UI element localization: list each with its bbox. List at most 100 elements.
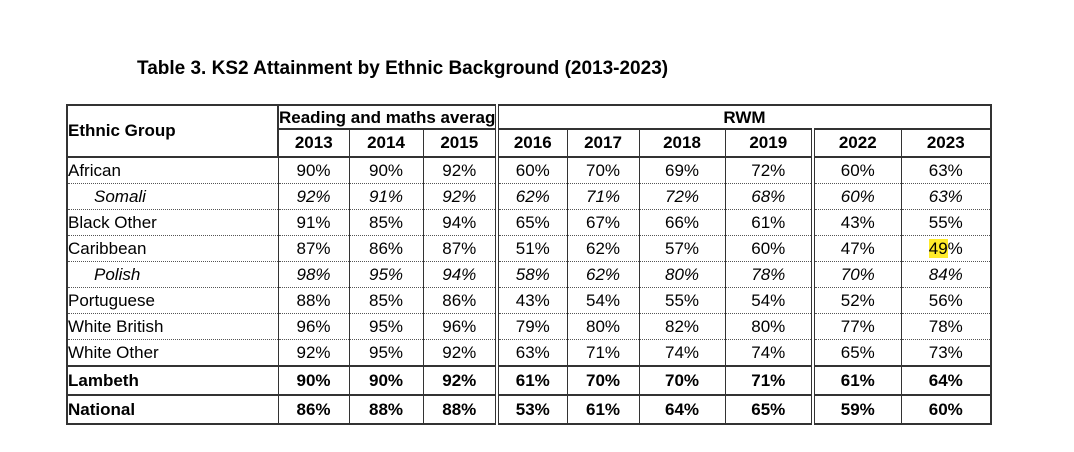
- value-cell: 64%: [638, 395, 726, 425]
- value-cell: 43%: [811, 209, 902, 236]
- ethnic-group-name: White British: [66, 313, 279, 340]
- value-cell: 67%: [566, 209, 640, 236]
- value-cell: 94%: [422, 261, 498, 288]
- value-cell: 51%: [495, 235, 568, 262]
- value-cell: 86%: [422, 287, 498, 314]
- value-cell: 55%: [900, 209, 993, 236]
- table-row: Polish 98% 95% 94% 58% 62% 80% 78% 70% 8…: [66, 261, 993, 288]
- value-cell: 88%: [348, 395, 424, 425]
- table-row: Caribbean 87% 86% 87% 51% 62% 57% 60% 47…: [66, 235, 993, 262]
- value-cell: 86%: [277, 395, 350, 425]
- reading-maths-header: Reading and maths average: [276, 104, 499, 130]
- value-cell: 66%: [638, 209, 726, 236]
- value-cell: 95%: [348, 261, 424, 288]
- value-cell: 56%: [900, 287, 993, 314]
- value-cell: 74%: [638, 339, 726, 367]
- value-cell: 65%: [495, 209, 568, 236]
- value-cell: 92%: [422, 183, 498, 210]
- ethnic-group-name: Polish: [66, 261, 279, 288]
- table-row: Somali 92% 91% 92% 62% 71% 72% 68% 60% 6…: [66, 183, 993, 210]
- value-cell: 60%: [811, 157, 902, 184]
- value-cell: 47%: [811, 235, 902, 262]
- table-title: Table 3. KS2 Attainment by Ethnic Backgr…: [137, 58, 669, 79]
- value-cell: 91%: [348, 183, 424, 210]
- ethnic-group-name: Somali: [66, 183, 279, 210]
- value-cell: 88%: [277, 287, 350, 314]
- ethnic-group-name: Caribbean: [66, 235, 279, 262]
- value-cell: 63%: [495, 339, 568, 367]
- value-cell: 92%: [277, 183, 350, 210]
- value-cell: 62%: [566, 235, 640, 262]
- value-cell: 90%: [348, 157, 424, 184]
- value-cell: 65%: [724, 395, 814, 425]
- value-cell: 60%: [900, 395, 993, 425]
- value-cell: 88%: [422, 395, 498, 425]
- value-cell: 92%: [422, 339, 498, 367]
- value-cell: 78%: [900, 313, 993, 340]
- table-row-national: National 86% 88% 88% 53% 61% 64% 65% 59%…: [66, 395, 993, 425]
- value-cell: 96%: [277, 313, 350, 340]
- ethnic-group-name: Portuguese: [66, 287, 279, 314]
- year-header: 2018: [638, 128, 726, 158]
- rwm-header: RWM: [495, 104, 993, 130]
- value-cell: 72%: [724, 157, 814, 184]
- value-cell: 61%: [811, 366, 902, 396]
- year-header: 2016: [495, 128, 568, 158]
- value-cell: 62%: [495, 183, 568, 210]
- value-cell: 80%: [638, 261, 726, 288]
- value-cell: 52%: [811, 287, 902, 314]
- year-header: 2017: [566, 128, 640, 158]
- value-cell: 60%: [724, 235, 814, 262]
- value-cell: 87%: [422, 235, 498, 262]
- value-cell: 63%: [900, 157, 993, 184]
- ethnic-group-name: White Other: [66, 339, 279, 367]
- value-cell: 68%: [724, 183, 814, 210]
- year-header: 2013: [277, 128, 350, 158]
- table-row: African 90% 90% 92% 60% 70% 69% 72% 60% …: [66, 157, 993, 184]
- value-cell: 78%: [724, 261, 814, 288]
- ethnic-group-header: Ethnic Group: [66, 104, 279, 158]
- value-cell: 60%: [495, 157, 568, 184]
- value-cell: 80%: [724, 313, 814, 340]
- value-cell: 54%: [566, 287, 640, 314]
- value-cell: 55%: [638, 287, 726, 314]
- table-row-lambeth: Lambeth 90% 90% 92% 61% 70% 70% 71% 61% …: [66, 366, 993, 396]
- value-cell: 71%: [724, 366, 814, 396]
- value-cell: 92%: [277, 339, 350, 367]
- value-cell: 90%: [348, 366, 424, 396]
- value-cell: 92%: [422, 366, 498, 396]
- attainment-table: Ethnic Group Reading and maths average R…: [66, 104, 993, 425]
- ethnic-group-name: Black Other: [66, 209, 279, 236]
- table-row: Portuguese 88% 85% 86% 43% 54% 55% 54% 5…: [66, 287, 993, 314]
- value-cell: 86%: [348, 235, 424, 262]
- value-cell: 85%: [348, 209, 424, 236]
- year-header: 2022: [811, 128, 902, 158]
- value-cell: 90%: [277, 366, 350, 396]
- value-cell: 73%: [900, 339, 993, 367]
- value-cell: 85%: [348, 287, 424, 314]
- value-cell: 70%: [811, 261, 902, 288]
- table-row: Black Other 91% 85% 94% 65% 67% 66% 61% …: [66, 209, 993, 236]
- value-cell: 53%: [495, 395, 568, 425]
- value-cell: 70%: [566, 157, 640, 184]
- value-cell: 71%: [566, 339, 640, 367]
- value-cell: 77%: [811, 313, 902, 340]
- value-cell: 72%: [638, 183, 726, 210]
- value-cell: 60%: [811, 183, 902, 210]
- value-cell: 71%: [566, 183, 640, 210]
- value-cell: 87%: [277, 235, 350, 262]
- value-cell: 58%: [495, 261, 568, 288]
- value-cell: 94%: [422, 209, 498, 236]
- value-cell: 63%: [900, 183, 993, 210]
- value-cell: 61%: [724, 209, 814, 236]
- value-cell: 82%: [638, 313, 726, 340]
- table-row: White Other 92% 95% 92% 63% 71% 74% 74% …: [66, 339, 993, 367]
- value-cell: 90%: [277, 157, 350, 184]
- value-cell: 96%: [422, 313, 498, 340]
- ethnic-group-name: National: [66, 395, 279, 425]
- value-cell: 98%: [277, 261, 350, 288]
- value-cell: 70%: [638, 366, 726, 396]
- value-cell: 69%: [638, 157, 726, 184]
- value-cell: 91%: [277, 209, 350, 236]
- value-cell: 79%: [495, 313, 568, 340]
